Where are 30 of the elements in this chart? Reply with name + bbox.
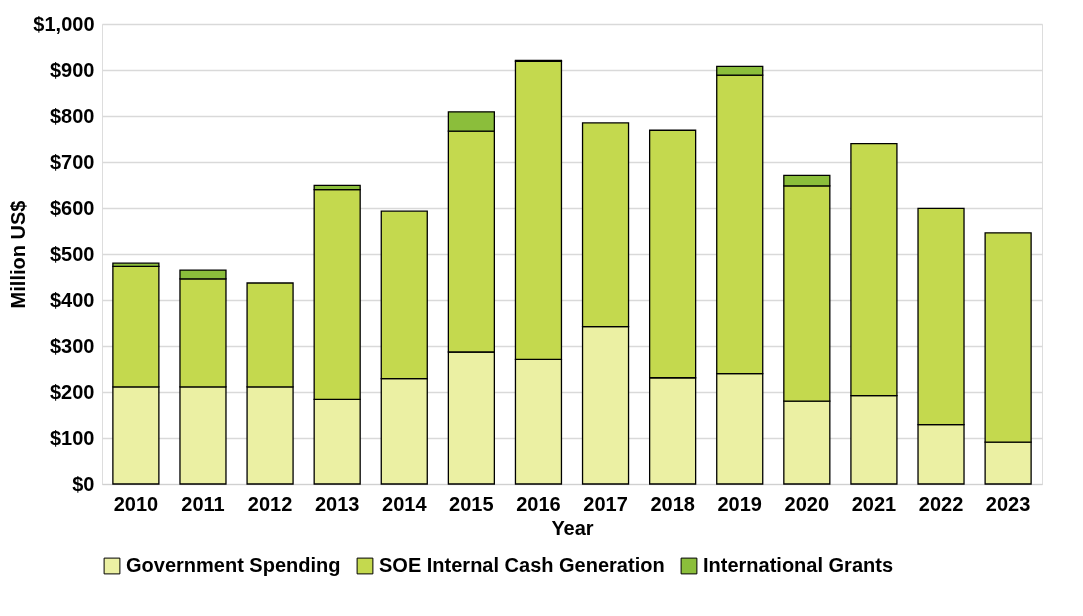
y-tick-label: $700 xyxy=(50,150,95,173)
x-tick-label: 2017 xyxy=(583,492,628,515)
y-tick-label: $1,000 xyxy=(33,12,95,35)
y-tick-label: $200 xyxy=(50,380,95,403)
x-tick-label: 2010 xyxy=(113,492,159,515)
x-tick-label: 2012 xyxy=(247,492,293,515)
x-tick-label: 2015 xyxy=(449,492,494,515)
x-tick-label: 2014 xyxy=(382,492,428,515)
legend-label: SOE Internal Cash Generation xyxy=(379,554,665,576)
x-tick-label: 2018 xyxy=(650,492,695,515)
y-tick-label: $900 xyxy=(50,58,95,81)
y-tick-label: $400 xyxy=(50,288,95,311)
legend-label: International Grants xyxy=(703,554,894,576)
y-tick-label: $100 xyxy=(50,426,95,449)
x-tick-label: 2019 xyxy=(717,492,762,515)
y-tick-label: $500 xyxy=(50,242,95,265)
y-tick-label: $300 xyxy=(50,334,95,357)
y-tick-label: $600 xyxy=(50,196,95,219)
x-tick-label: 2011 xyxy=(181,492,225,515)
x-tick-label: 2023 xyxy=(985,492,1031,515)
x-tick-label: 2016 xyxy=(516,492,561,515)
x-tick-label: 2020 xyxy=(784,492,830,515)
x-tick-label: 2021 xyxy=(851,492,897,515)
y-axis-title: Million US$ xyxy=(7,200,30,309)
legend-label: Government Spending xyxy=(126,554,341,576)
x-axis-title: Year xyxy=(551,516,594,539)
y-tick-label: $800 xyxy=(50,104,95,127)
x-tick-label: 2013 xyxy=(314,492,360,515)
x-tick-label: 2022 xyxy=(918,492,964,515)
y-tick-label: $0 xyxy=(72,472,95,495)
